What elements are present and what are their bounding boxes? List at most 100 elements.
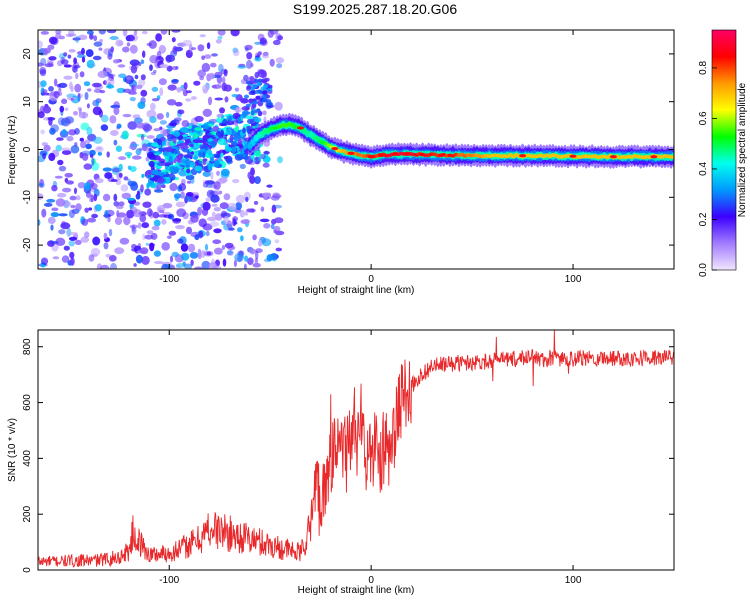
spectrogram-noise-blob (88, 207, 93, 211)
spectrogram-noise-blob (219, 202, 229, 210)
spectrogram-noise-blob (177, 238, 184, 244)
spectrogram-noise-blob (181, 120, 190, 128)
spectrogram-noise-blob (161, 263, 172, 269)
spectrogram-noise-blob (81, 218, 89, 226)
spectrogram-peak-cell (438, 153, 446, 157)
spectrogram-noise-blob (113, 107, 120, 116)
spectrogram-noise-blob (75, 203, 82, 212)
spectrogram-ridge-cell (250, 139, 256, 144)
spectrogram-noise-blob (110, 179, 118, 182)
spectrogram-trend-blob (161, 140, 166, 145)
spectrogram-noise-blob (211, 53, 218, 57)
spectrogram-noise-blob (38, 193, 44, 200)
spectrogram-noise-blob (40, 80, 47, 88)
spectrogram-noise-blob (193, 80, 201, 86)
spectrogram-x-tick-label: 0 (368, 274, 374, 285)
colorbar-frame (711, 29, 737, 271)
spectrogram-cluster-blob (252, 84, 258, 89)
spectrogram-noise-blob (214, 97, 224, 101)
spectrogram-noise-blob (232, 203, 237, 211)
spectrogram-noise-blob (218, 177, 228, 184)
spectrogram-noise-blob (244, 211, 248, 216)
snr-y-axis-label: SNR (10 * v/v) (7, 418, 18, 482)
spectrogram-noise-blob (214, 190, 222, 196)
spectrogram-noise-blob (153, 128, 161, 132)
spectrogram-trend-blob (189, 143, 194, 148)
spectrogram-noise-blob (133, 263, 137, 267)
spectrogram-noise-blob (129, 166, 137, 172)
spectrogram-trend-blob (173, 166, 179, 174)
spectrogram-noise-blob (41, 208, 47, 218)
spectrogram-noise-blob (254, 257, 259, 264)
spectrogram-noise-blob (258, 240, 263, 247)
spectrogram-noise-blob (79, 71, 85, 78)
spectrogram-noise-blob (39, 69, 47, 77)
spectrogram-noise-blob (122, 30, 128, 37)
spectrogram-noise-blob (141, 30, 148, 35)
spectrogram-noise-blob (40, 129, 45, 135)
spectrogram-noise-blob (49, 240, 59, 245)
snr-x-tick-label: 100 (565, 575, 582, 586)
spectrogram-noise-blob (140, 59, 145, 64)
spectrogram-noise-blob (176, 87, 182, 93)
spectrogram-noise-blob (214, 247, 223, 255)
spectrogram-ridge-cell (301, 128, 308, 133)
spectrogram-trend-blob (228, 115, 232, 123)
spectrogram-noise-blob (144, 234, 154, 240)
spectrogram-noise-blob (216, 83, 223, 89)
spectrogram-trend-blob (186, 168, 191, 174)
spectrogram-trend-blob (225, 128, 233, 136)
spectrogram-noise-blob (110, 130, 119, 136)
spectrogram-noise-blob (274, 101, 283, 111)
spectrogram-noise-blob (129, 44, 138, 54)
colorbar-tick-label: 0.8 (698, 61, 709, 75)
spectrogram-noise-blob (132, 155, 142, 160)
spectrogram-x-axis-label: Height of straight line (km) (298, 285, 415, 296)
spectrogram-noise-blob (141, 255, 150, 265)
spectrogram-noise-blob (150, 102, 156, 111)
spectrogram-cluster-blob (244, 94, 249, 99)
spectrogram-noise-blob (217, 30, 226, 36)
spectrogram-noise-blob (97, 151, 102, 156)
spectrogram-noise-blob (103, 242, 109, 250)
spectrogram-noise-blob (75, 72, 79, 80)
spectrogram-noise-blob (88, 254, 95, 262)
spectrogram-peak-cell (347, 151, 355, 155)
spectrogram-noise-blob (86, 30, 94, 35)
spectrogram-noise-blob (202, 84, 209, 93)
spectrogram-noise-blob (227, 250, 233, 255)
spectrogram-noise-blob (121, 192, 132, 200)
spectrogram-noise-blob (63, 75, 73, 80)
spectrogram-noise-blob (142, 233, 146, 241)
spectrogram-noise-blob (240, 235, 244, 242)
spectrogram-noise-blob (171, 66, 178, 71)
spectrogram-trend-blob (214, 160, 220, 168)
spectrogram-noise-blob (70, 204, 76, 209)
spectrogram-trend-blob (151, 142, 160, 148)
spectrogram-noise-blob (106, 84, 115, 89)
spectrogram-noise-blob (134, 117, 143, 124)
spectrogram-noise-blob (197, 206, 203, 216)
spectrogram-noise-blob (86, 103, 90, 109)
spectrogram-y-tick-label: 20 (22, 48, 33, 60)
spectrogram-noise-blob (135, 148, 142, 156)
spectrogram-noise-blob (153, 260, 164, 265)
spectrogram-noise-blob (244, 44, 253, 51)
spectrogram-trend-blob (197, 149, 205, 153)
spectrogram-noise-blob (151, 225, 160, 231)
spectrogram-noise-blob (234, 87, 239, 92)
spectrogram-noise-blob (42, 47, 51, 54)
spectrogram-trend-blob (189, 161, 196, 168)
spectrogram-noise-blob (161, 219, 167, 225)
spectrogram-noise-blob (93, 35, 98, 42)
spectrogram-noise-blob (181, 252, 190, 261)
spectrogram-noise-blob (262, 110, 267, 116)
spectrogram-noise-blob (163, 214, 173, 219)
spectrogram-noise-blob (232, 178, 240, 184)
spectrogram-y-tick-label: -10 (22, 190, 33, 205)
spectrogram-trend-blob (216, 150, 222, 155)
spectrogram-trend-blob (180, 127, 190, 133)
spectrogram-trend-blob (247, 118, 254, 124)
spectrogram-noise-blob (215, 39, 222, 44)
